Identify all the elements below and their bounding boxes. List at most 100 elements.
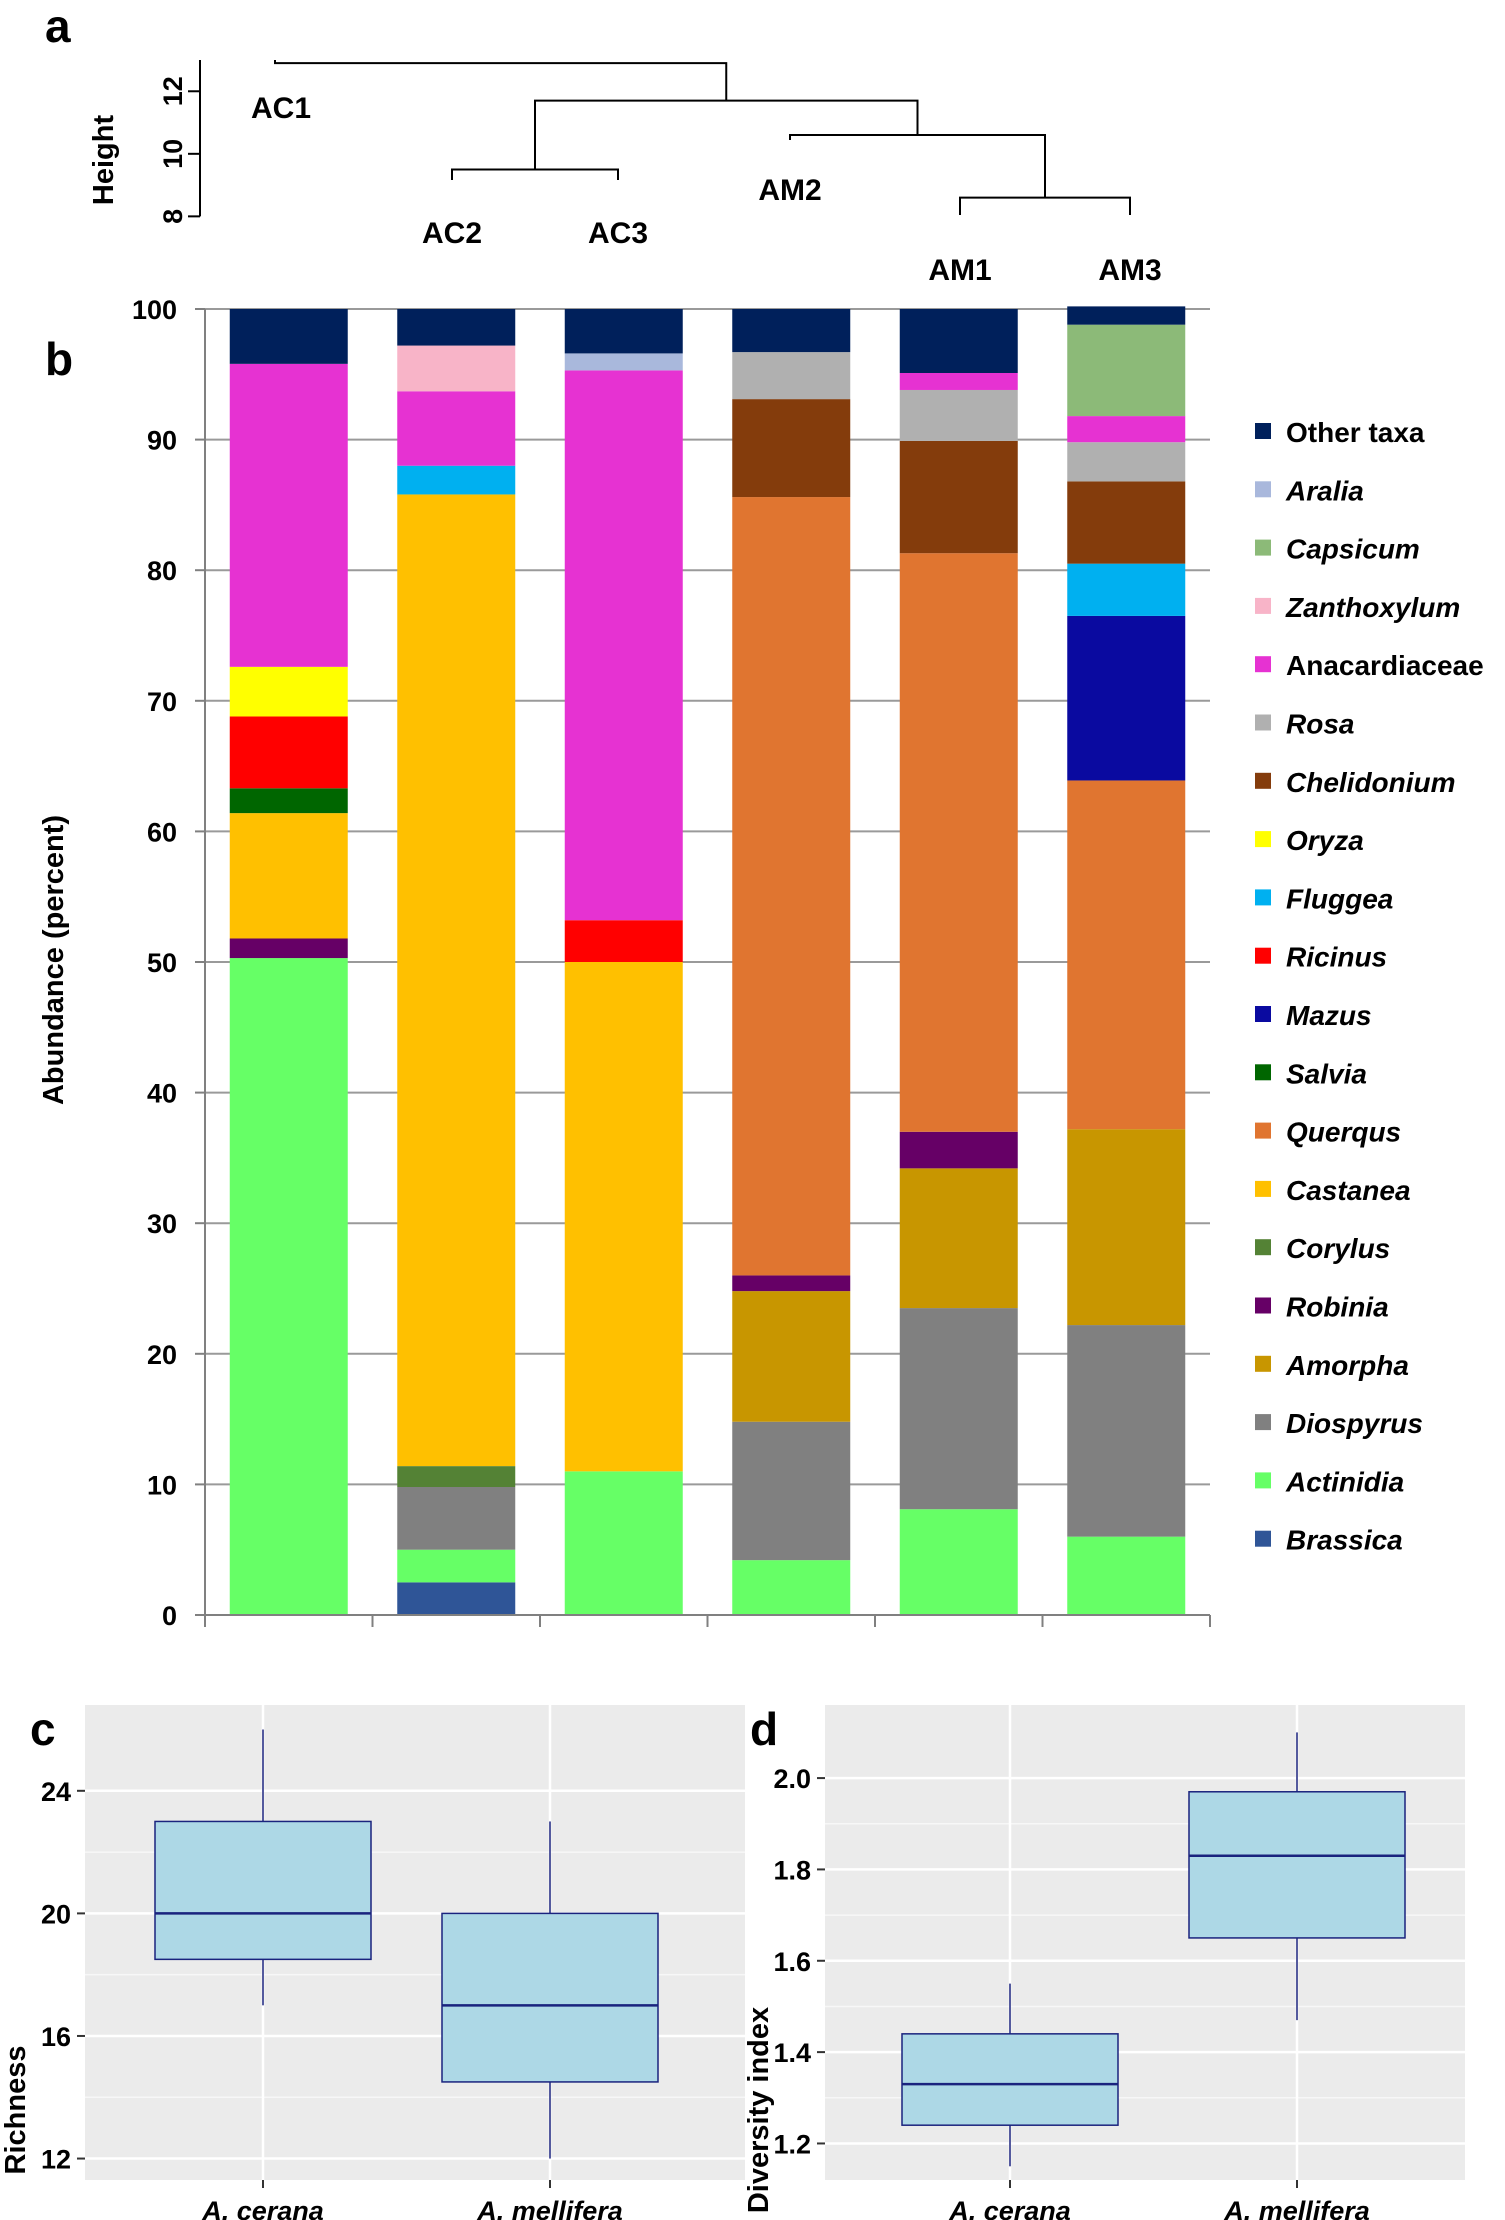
- bar-stack-am1: [899, 309, 1018, 1615]
- legend-label: Querqus: [1286, 1117, 1401, 1148]
- box-body: [154, 1820, 372, 1961]
- legend-label: Diospyrus: [1286, 1408, 1423, 1439]
- dendrogram-leaf-ac1: AC1: [251, 92, 311, 125]
- legend-item: Rosa: [1255, 709, 1354, 740]
- legend-swatch: [1255, 1006, 1271, 1022]
- legend-label: Oryza: [1286, 825, 1364, 856]
- bar-stack-ac3: [564, 309, 683, 1615]
- legend-swatch: [1255, 1297, 1271, 1314]
- bar-segment: [899, 1308, 1018, 1510]
- legend-swatch: [1255, 1180, 1271, 1197]
- boxplot-x-tick-label: A. cerana: [948, 2196, 1071, 2220]
- bar-segment: [229, 363, 348, 667]
- legend-label: Chelidonium: [1286, 767, 1456, 798]
- bar-legend: Other taxa Aralia Capsicum Zanthoxylum Anaca…: [1255, 417, 1484, 1556]
- bar-y-tick-label: 70: [147, 687, 177, 717]
- box-a-cerana: A. cerana: [901, 1983, 1119, 2220]
- panel-label-a: a: [45, 0, 71, 52]
- boxplot-y-tick-label: 1.6: [773, 1947, 811, 1977]
- box-a-mellifera: A. mellifera: [1188, 1732, 1406, 2220]
- legend-label: Castanea: [1286, 1175, 1411, 1206]
- panel-label-c: c: [30, 1703, 56, 1755]
- bar-segment: [899, 440, 1018, 554]
- panel-label-b: b: [45, 333, 73, 385]
- legend-item: Robinia: [1255, 1292, 1389, 1323]
- bar-stack-am3: [1067, 306, 1186, 1615]
- bar-segment: [397, 1487, 516, 1550]
- legend-item: Fluggea: [1255, 883, 1393, 914]
- bar-segment: [1067, 780, 1186, 1130]
- bar-gridlines: [205, 308, 1210, 1616]
- legend-swatch: [1255, 1122, 1271, 1139]
- box-a-cerana: A. cerana: [154, 1729, 372, 2220]
- legend-swatch: [1255, 1472, 1271, 1489]
- bar-y-axis-label: Abundance (percent): [38, 815, 70, 1105]
- legend-label: Brassica: [1286, 1525, 1403, 1556]
- bar-y-tick-label: 90: [147, 426, 177, 456]
- box-body: [441, 1912, 659, 2083]
- legend-swatch: [1255, 1414, 1271, 1431]
- legend-swatch: [1255, 539, 1271, 556]
- dendrogram-link: [534, 99, 919, 170]
- dendrogram-panel: Height 8 10 12 AC1 AC2 AC3 AM2 AM1 AM3: [88, 60, 1162, 287]
- diversity-y-axis-label: Diversity index: [743, 2007, 775, 2213]
- bar-y-tick-label: 80: [147, 556, 177, 586]
- legend-swatch: [1255, 714, 1271, 731]
- legend-item: Anacardiaceae: [1255, 650, 1484, 681]
- legend-label: Rosa: [1286, 709, 1354, 740]
- bar-segment: [229, 788, 348, 814]
- legend-item: Corylus: [1255, 1233, 1390, 1264]
- box-a-mellifera: A. mellifera: [441, 1821, 659, 2220]
- legend-label: Amorpha: [1285, 1350, 1409, 1381]
- bar-segment: [732, 1291, 851, 1422]
- dendrogram-tick-label: 12: [158, 76, 188, 106]
- bar-segment: [1067, 615, 1186, 781]
- bar-segment: [564, 309, 683, 354]
- bar-y-tick-label: 20: [147, 1340, 177, 1370]
- dendrogram-link: [274, 60, 728, 101]
- bar-stack-ac2: [397, 309, 516, 1615]
- boxplot-x-tick-label: A. mellifera: [1223, 2196, 1370, 2220]
- legend-item: Amorpha: [1255, 1350, 1409, 1381]
- legend-label: Zanthoxylum: [1285, 592, 1460, 623]
- bar-segment: [229, 309, 348, 364]
- legend-label: Corylus: [1286, 1233, 1390, 1264]
- bar-segment: [899, 553, 1018, 1132]
- bar-stacks: [229, 306, 1186, 1615]
- dendrogram-link: [451, 168, 619, 180]
- boxplot-x-tick-label: A. mellifera: [476, 2196, 623, 2220]
- bar-segment: [1067, 1536, 1186, 1615]
- dendrogram-leaf-labels: AC1 AC2 AC3 AM2 AM1 AM3: [251, 92, 1162, 287]
- legend-swatch: [1255, 481, 1271, 498]
- diversity-boxplot-panel: Diversity index 1.2 1.4 1.6 1.8 2.0 A. cerana…: [743, 1705, 1465, 2220]
- boxplot-y-tick-label: 16: [41, 2022, 71, 2052]
- bar-segment: [397, 345, 516, 392]
- legend-swatch: [1255, 889, 1271, 906]
- dendrogram-y-axis: 8 10 12: [158, 60, 201, 224]
- boxplot-x-tick-label: A. cerana: [201, 2196, 324, 2220]
- bar-segment: [564, 962, 683, 1472]
- bar-stack-am2: [732, 309, 851, 1615]
- legend-swatch: [1255, 831, 1271, 848]
- legend-item: Salvia: [1255, 1058, 1367, 1089]
- dendrogram-leaf-am2: AM2: [758, 174, 821, 207]
- legend-label: Aralia: [1285, 475, 1364, 506]
- legend-label: Actinidia: [1285, 1466, 1404, 1497]
- legend-item: Zanthoxylum: [1255, 592, 1460, 623]
- bar-y-tick-label: 50: [147, 948, 177, 978]
- bar-segment: [397, 1549, 516, 1583]
- legend-item: Actinidia: [1255, 1466, 1404, 1497]
- legend-item: Chelidonium: [1255, 767, 1456, 798]
- legend-item: Other taxa: [1255, 417, 1425, 448]
- bar-y-tick-label: 60: [147, 817, 177, 847]
- legend-item: Ricinus: [1255, 942, 1387, 973]
- bar-segment: [1067, 416, 1186, 443]
- bar-segment: [1067, 442, 1186, 482]
- legend-item: Capsicum: [1255, 534, 1420, 565]
- legend-label: Anacardiaceae: [1286, 650, 1484, 681]
- stacked-bar-panel: Abundance (percent) 0 10 20 30 40 50 60 70 80 90 1…: [38, 295, 1484, 1631]
- bar-segment: [229, 813, 348, 939]
- boxplot-y-tick-label: 24: [41, 1777, 71, 1807]
- bar-segment: [899, 309, 1018, 373]
- bar-segment: [564, 353, 683, 371]
